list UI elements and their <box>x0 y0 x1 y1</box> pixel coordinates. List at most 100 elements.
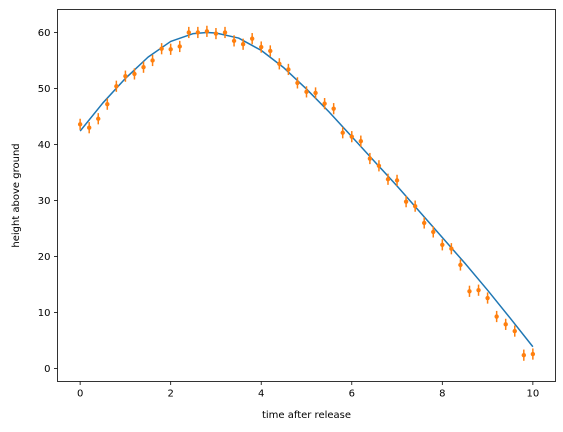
data-point <box>503 318 508 330</box>
data-point <box>367 152 373 165</box>
axes-frame <box>57 9 556 382</box>
data-point <box>213 27 219 40</box>
data-marker <box>331 106 336 111</box>
data-point <box>485 292 490 304</box>
data-point <box>259 41 264 53</box>
data-point <box>105 98 110 110</box>
data-marker <box>195 30 201 35</box>
data-marker <box>485 295 490 301</box>
data-point <box>231 35 237 47</box>
data-point <box>222 26 228 39</box>
data-point <box>512 325 517 337</box>
fit-curve-line <box>79 31 534 348</box>
data-point <box>77 118 83 130</box>
x-tick-label: 10 <box>526 389 539 400</box>
data-point <box>204 25 210 37</box>
data-marker <box>86 125 92 130</box>
data-marker <box>422 220 427 226</box>
data-marker <box>503 322 508 327</box>
data-point <box>150 54 155 67</box>
data-point <box>186 26 191 39</box>
data-point <box>313 87 318 99</box>
x-tick-label: 4 <box>258 389 264 400</box>
data-marker <box>385 177 391 182</box>
data-marker <box>376 163 382 169</box>
data-marker <box>412 203 418 209</box>
y-tick-label: 0 <box>44 364 50 375</box>
data-point <box>195 26 201 39</box>
data-point <box>403 196 409 208</box>
data-marker <box>322 101 327 106</box>
data-marker <box>240 42 246 47</box>
data-point <box>467 285 472 297</box>
data-point <box>494 310 499 323</box>
data-marker <box>286 67 291 72</box>
data-point <box>240 38 246 50</box>
data-point <box>123 70 128 82</box>
data-marker <box>213 31 219 36</box>
data-point <box>177 40 182 53</box>
data-point <box>322 98 327 110</box>
data-point <box>132 68 137 80</box>
data-marker <box>177 44 182 49</box>
data-marker <box>349 134 354 139</box>
data-point <box>449 243 454 255</box>
data-point <box>277 58 282 70</box>
data-marker <box>268 48 273 54</box>
data-point <box>340 127 345 139</box>
x-tick-label: 0 <box>77 389 83 400</box>
data-marker <box>358 138 364 144</box>
x-axis-label: time after release <box>262 410 351 421</box>
y-tick-label: 50 <box>38 84 51 95</box>
data-marker <box>231 38 237 44</box>
data-point <box>530 348 536 360</box>
x-tick-label: 8 <box>439 389 445 400</box>
y-tick-label: 30 <box>38 196 51 207</box>
data-point <box>159 43 164 55</box>
x-tick-label: 6 <box>349 389 355 400</box>
data-point <box>376 160 382 172</box>
x-tick-label: 2 <box>167 389 173 400</box>
data-point <box>304 86 309 98</box>
data-point <box>412 200 418 212</box>
data-point <box>476 284 481 296</box>
data-point <box>431 226 436 238</box>
data-point <box>349 131 354 143</box>
data-marker <box>440 242 445 248</box>
data-marker <box>521 352 527 358</box>
data-marker <box>141 65 146 70</box>
data-marker <box>530 351 536 357</box>
data-marker <box>259 44 264 50</box>
y-axis-ticks: 0 10 20 30 40 50 60 <box>38 28 58 375</box>
data-marker <box>394 178 400 183</box>
data-point <box>114 80 119 92</box>
data-marker <box>222 30 228 35</box>
data-point <box>141 61 146 73</box>
data-marker <box>204 29 210 34</box>
data-marker <box>132 71 137 77</box>
data-marker <box>512 328 517 334</box>
data-point <box>86 122 92 134</box>
data-point <box>168 43 173 55</box>
data-point <box>295 77 300 89</box>
data-marker <box>476 287 481 293</box>
y-tick-label: 60 <box>38 28 51 39</box>
data-marker <box>403 199 409 204</box>
data-marker <box>313 90 318 96</box>
data-point <box>458 259 463 271</box>
data-point <box>422 217 427 229</box>
y-axis-label: height above ground <box>11 143 22 247</box>
data-marker <box>431 229 436 235</box>
data-point <box>440 239 445 251</box>
y-tick-label: 40 <box>38 140 51 151</box>
data-point <box>394 174 400 186</box>
data-point <box>96 113 101 125</box>
data-marker <box>340 130 345 135</box>
data-point <box>521 349 527 361</box>
data-marker <box>449 246 454 251</box>
data-marker <box>123 73 128 79</box>
data-point <box>249 33 255 45</box>
data-marker <box>186 30 191 35</box>
